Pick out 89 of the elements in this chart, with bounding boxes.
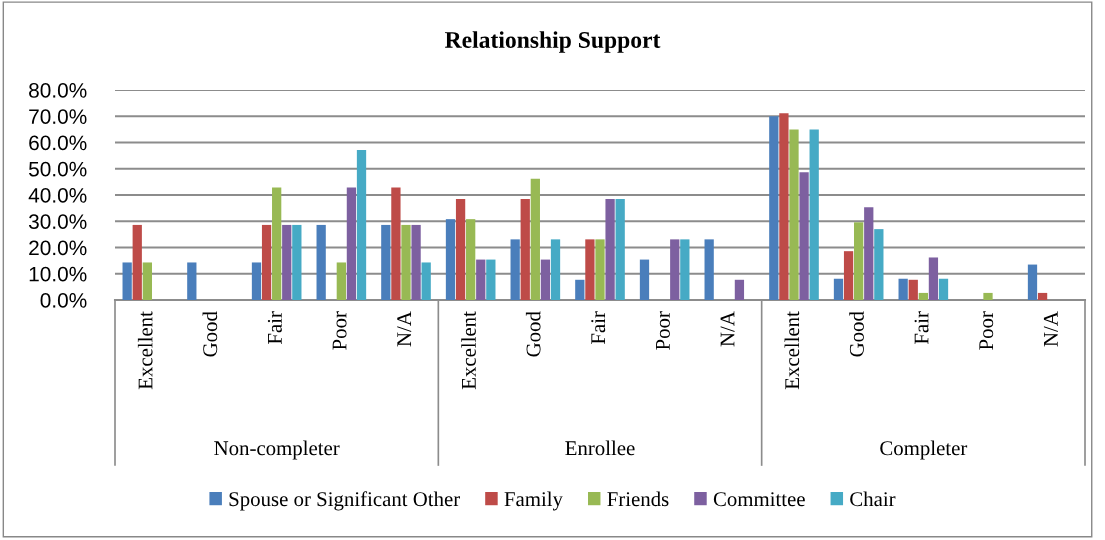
x-tick-label: Excellent (461, 311, 476, 390)
bar (854, 222, 864, 300)
x-tick-label: Good (849, 311, 864, 357)
y-tick-label: 60.0% (29, 135, 87, 151)
y-tick-label: 40.0% (28, 188, 87, 203)
legend-label: Committee (713, 492, 805, 507)
chart-title: Relationship Support (444, 31, 661, 53)
bar (615, 198, 625, 300)
x-tick-label: Poor (656, 311, 670, 350)
bar (132, 224, 142, 300)
bar (336, 262, 346, 300)
bar (411, 224, 421, 300)
bar (530, 178, 540, 300)
bar (918, 292, 928, 300)
bar (938, 278, 949, 300)
bar (486, 259, 496, 300)
bar (670, 239, 680, 300)
y-tick-label: 0.0% (40, 293, 87, 308)
y-tick-label: 50.0% (28, 161, 87, 177)
bar (704, 239, 714, 300)
bar (455, 198, 466, 300)
y-tick-label: 10.0% (29, 266, 87, 282)
legend-label: Spouse or Significant Other (229, 491, 461, 511)
x-tick-label: Fair (914, 311, 929, 345)
bar (122, 262, 132, 300)
bar (540, 259, 551, 300)
x-tick-label: Fair (267, 311, 282, 345)
x-tick-label: Good (525, 311, 541, 357)
bar (476, 259, 486, 300)
x-tick-label: Good (202, 311, 218, 357)
bar (809, 129, 819, 300)
bar (585, 239, 595, 300)
bar (898, 278, 908, 300)
x-tick-label: Excellent (784, 311, 800, 390)
bar (401, 224, 411, 300)
bar (799, 172, 809, 300)
bar (734, 279, 745, 300)
bar (510, 239, 520, 300)
bar (142, 262, 152, 300)
bar (251, 262, 262, 300)
bar (595, 239, 605, 300)
bar (680, 239, 690, 300)
bar (874, 229, 884, 300)
bar (391, 187, 401, 300)
text: Enrollee (565, 440, 635, 456)
x-tick-label: Poor (332, 311, 347, 350)
bar (639, 259, 650, 300)
bar (292, 224, 302, 300)
bar (833, 278, 844, 300)
bar (520, 198, 530, 300)
x-tick-label: Poor (979, 311, 994, 350)
bar (1027, 264, 1038, 300)
y-tick-label: 80.0% (29, 83, 87, 98)
bar (261, 224, 272, 300)
bar (187, 262, 197, 300)
legend-label: Friends (607, 491, 669, 507)
bar (316, 224, 326, 300)
legend-label: Family (504, 491, 563, 511)
bar (381, 224, 391, 300)
bar (466, 219, 476, 300)
bar (605, 198, 615, 300)
bar (789, 129, 799, 300)
x-tick-label: Fair (591, 311, 606, 345)
bar (1037, 292, 1048, 300)
bar (272, 187, 282, 300)
y-tick-label: 30.0% (28, 214, 87, 229)
bar (983, 292, 993, 300)
bar (769, 116, 779, 300)
bar (779, 113, 789, 300)
legend-label: Chair (850, 491, 896, 507)
x-tick-label: N/A (1043, 311, 1058, 347)
x-tick-label: N/A (397, 311, 412, 347)
bar (575, 279, 585, 300)
bar (346, 187, 357, 300)
bar (843, 251, 854, 300)
y-tick-label: 70.0% (29, 109, 87, 124)
y-tick-label: 20.0% (29, 240, 87, 256)
x-tick-label: Excellent (137, 311, 153, 390)
text: Completer (880, 440, 968, 460)
text: Non-completer (214, 440, 340, 460)
bar (356, 150, 367, 300)
bar (550, 239, 561, 300)
bar (445, 219, 456, 300)
bar (864, 207, 874, 300)
bar (908, 279, 918, 300)
bar (421, 262, 431, 300)
x-tick-label: N/A (720, 311, 735, 347)
bar (282, 224, 292, 300)
bar (928, 257, 939, 300)
